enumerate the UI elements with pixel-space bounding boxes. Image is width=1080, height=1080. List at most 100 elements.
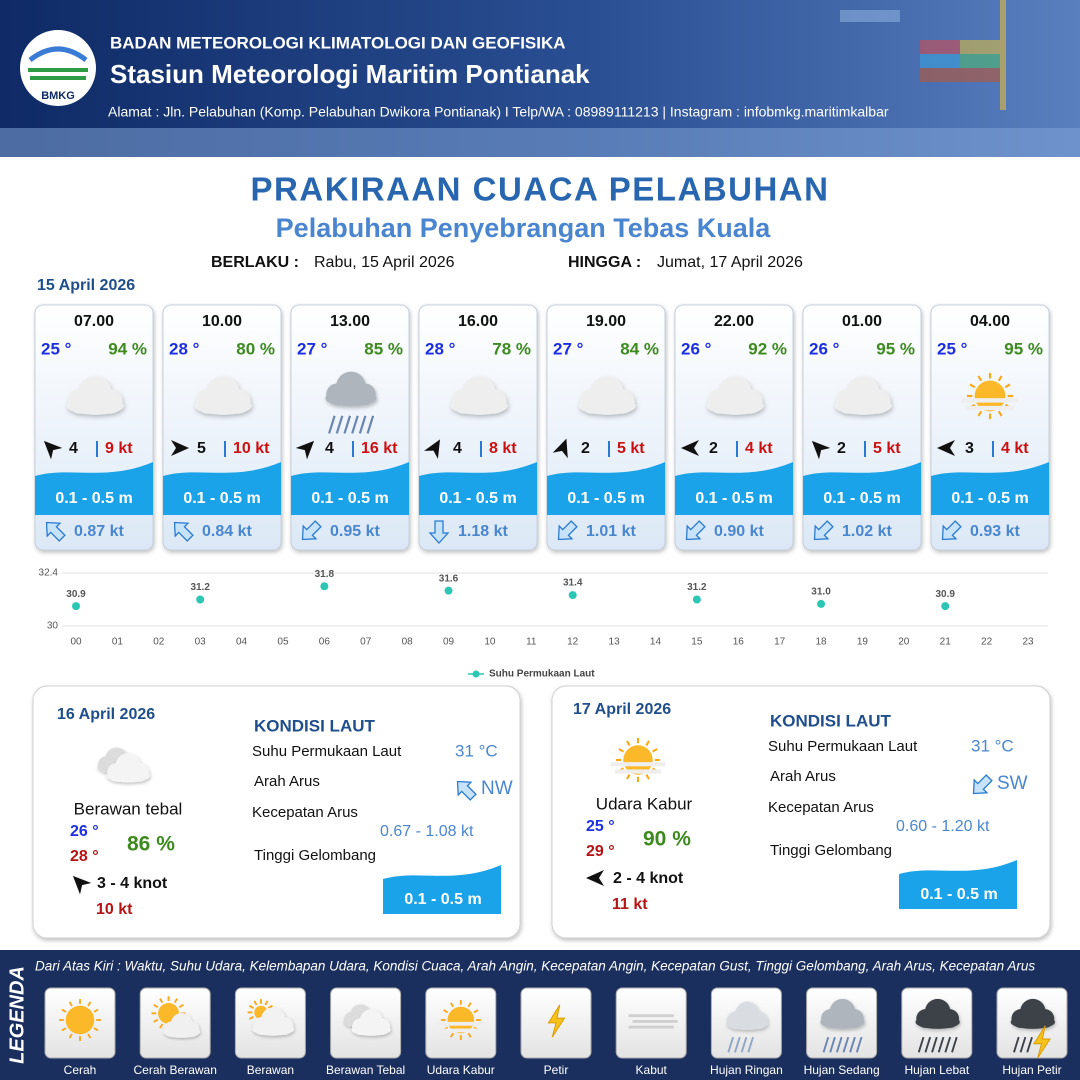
logo-text: BMKG <box>41 90 75 102</box>
wind-speed: 4 <box>69 440 78 457</box>
humidity: 92 % <box>748 339 787 358</box>
title: PRAKIRAAN CUACA PELABUHAN <box>251 171 830 208</box>
time: 19.00 <box>586 313 626 330</box>
sun-ray <box>626 774 631 780</box>
x-tick-label: 11 <box>526 637 537 648</box>
time: 16.00 <box>458 313 498 330</box>
to-date: Jumat, 17 April 2026 <box>657 254 803 271</box>
wave-band <box>163 462 281 515</box>
sst: 31 °C <box>455 741 498 760</box>
sst-label: 31.8 <box>315 569 335 580</box>
temperature: 27 ° <box>297 339 328 358</box>
humidity: 86 % <box>127 833 175 856</box>
sun-ray <box>450 1002 455 1008</box>
weather-icon <box>706 376 764 415</box>
cloud-base <box>834 397 892 415</box>
wave-label: Tinggi Gelombang <box>770 842 892 859</box>
rain <box>951 1036 958 1053</box>
gust: 11 kt <box>612 896 648 913</box>
sun <box>447 1006 475 1034</box>
time: 04.00 <box>970 313 1010 330</box>
station-name: Stasiun Meteorologi Maritim Pontianak <box>110 59 590 89</box>
humidity: 80 % <box>236 339 275 358</box>
cloud-base <box>1010 1015 1056 1029</box>
weather-icon <box>1010 998 1056 1059</box>
current-speed: 1.01 kt <box>586 523 636 540</box>
sun-ray <box>443 1009 449 1014</box>
sun-ray <box>159 998 164 1004</box>
dir-label: Arah Arus <box>770 768 836 785</box>
temperature: 26 ° <box>681 339 712 358</box>
current-dir: NW <box>481 778 513 799</box>
wave-height: 0.1 - 0.5 m <box>695 490 772 507</box>
sun-ray <box>153 1003 159 1008</box>
humidity: 78 % <box>492 339 531 358</box>
sst-label: 31.6 <box>439 573 459 584</box>
rain <box>822 1036 830 1053</box>
sun-ray <box>645 774 650 780</box>
rain <box>931 1036 938 1053</box>
weather-icon <box>436 1000 486 1040</box>
temperature: 28 ° <box>425 339 456 358</box>
rain <box>1026 1036 1033 1053</box>
temperature: 25 ° <box>937 339 968 358</box>
rain <box>917 1036 925 1053</box>
cloud <box>820 998 865 1029</box>
x-tick-label: 13 <box>609 637 621 648</box>
sun-ray <box>93 1027 99 1032</box>
cloud <box>1010 998 1056 1029</box>
x-tick-label: 23 <box>1022 637 1034 648</box>
sun-ray <box>467 1002 472 1008</box>
gust: 10 kt <box>233 440 270 457</box>
wave-band <box>291 462 409 515</box>
legend-box <box>615 987 687 1059</box>
sst-label: Suhu Permukaan Laut <box>768 738 918 755</box>
gust: 9 kt <box>105 440 133 457</box>
cloud <box>706 376 764 415</box>
gust: 8 kt <box>489 440 517 457</box>
time: 13.00 <box>330 313 370 330</box>
x-tick-label: 12 <box>567 637 579 648</box>
sst-point <box>196 595 205 604</box>
current-speed: 0.84 kt <box>202 523 252 540</box>
wave-height: 0.1 - 0.5 m <box>55 490 132 507</box>
sst-label: Suhu Permukaan Laut <box>252 743 402 760</box>
stripe <box>628 1014 674 1018</box>
x-tick-label: 15 <box>691 637 703 648</box>
sst-point <box>692 595 701 604</box>
rain <box>343 415 352 434</box>
humidity: 90 % <box>643 828 691 851</box>
current-speed: 1.02 kt <box>842 523 892 540</box>
sun-ray <box>450 1032 455 1038</box>
rain <box>727 1036 735 1053</box>
header-decoration <box>0 0 1080 157</box>
current-arrow <box>301 520 322 541</box>
sun-ray <box>61 1008 67 1013</box>
haze <box>961 398 1019 403</box>
gust: 16 kt <box>361 440 398 457</box>
wind: 3 - 4 knot <box>97 875 168 892</box>
cloud-base <box>578 397 636 415</box>
x-tick-label: 00 <box>70 637 82 648</box>
cloud <box>915 998 960 1029</box>
speed-label: Kecepatan Arus <box>252 804 358 821</box>
logo-lines <box>28 68 88 80</box>
rain <box>1013 1036 1020 1053</box>
humidity: 94 % <box>108 339 147 358</box>
weather-icon <box>59 999 101 1041</box>
haze <box>614 769 662 774</box>
wave-band <box>547 462 665 515</box>
sst: 31 °C <box>971 736 1014 755</box>
weather-icon <box>66 376 124 415</box>
rain <box>849 1036 856 1053</box>
x-tick-label: 04 <box>236 637 248 648</box>
current-arrow <box>173 521 194 542</box>
time: 10.00 <box>202 313 242 330</box>
current-speed: 0.67 - 1.08 kt <box>380 823 474 840</box>
current-speed: 0.90 kt <box>714 523 764 540</box>
bolt <box>1033 1025 1051 1059</box>
cloud <box>194 376 252 415</box>
cloud-base <box>820 1015 865 1029</box>
rain <box>740 1036 748 1053</box>
rain <box>734 1036 741 1053</box>
